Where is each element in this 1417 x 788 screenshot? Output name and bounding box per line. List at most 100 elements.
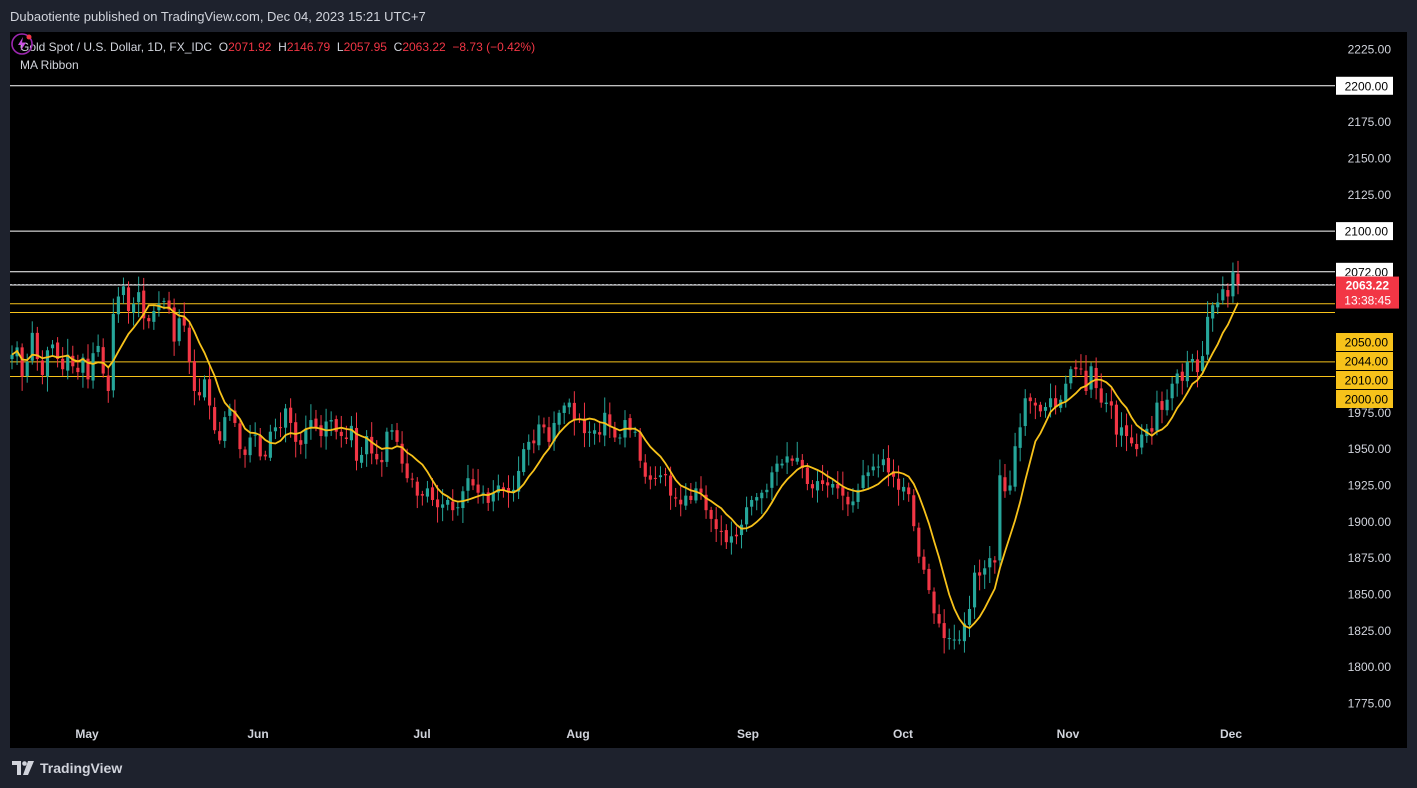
x-tick-label: May	[75, 727, 99, 741]
candle-body	[947, 638, 951, 640]
y-tick-label: 1925.00	[1348, 478, 1392, 492]
candle-body	[1226, 290, 1230, 297]
candle-body	[111, 313, 115, 391]
candle-body	[380, 459, 384, 463]
indicator-name[interactable]: MA Ribbon	[20, 58, 79, 72]
candle-body	[552, 422, 556, 442]
level-label: 2000.00	[1345, 393, 1389, 407]
x-tick-label: Aug	[566, 727, 589, 741]
candle-body	[598, 432, 602, 435]
candle-body	[1211, 305, 1215, 319]
level-label-box	[1336, 352, 1393, 370]
level-label: 2010.00	[1345, 374, 1389, 388]
high-value: 2146.79	[286, 40, 331, 54]
candle-body	[365, 436, 369, 455]
candle-body	[1069, 369, 1073, 384]
candle-body	[1195, 359, 1200, 373]
open-value: 2071.92	[228, 40, 272, 54]
candle-body	[283, 408, 288, 428]
x-tick-label: Dec	[1220, 727, 1242, 741]
x-tick-label: Jun	[247, 727, 268, 741]
candle-body	[50, 344, 55, 349]
candle-body	[891, 471, 896, 477]
candle-body	[339, 431, 343, 437]
candle-body	[790, 458, 794, 461]
candle-body	[821, 480, 825, 485]
candle-body	[218, 431, 222, 441]
candle-body	[1089, 366, 1093, 390]
candle-body	[137, 292, 141, 303]
candle-body	[344, 437, 348, 439]
candle-body	[56, 342, 60, 360]
candle-body	[633, 431, 637, 433]
candle-body	[907, 487, 911, 495]
candle-body	[1206, 316, 1210, 355]
x-tick-label: Jul	[413, 727, 430, 741]
candle-body	[937, 614, 941, 624]
candle-body	[902, 486, 906, 492]
close-label: C	[393, 40, 403, 54]
candle-body	[324, 421, 328, 437]
candle-body	[537, 424, 541, 446]
candle-body	[775, 463, 779, 472]
candle-body	[273, 427, 278, 432]
candle-body	[1180, 371, 1184, 381]
candle-body	[506, 487, 511, 493]
candle-body	[1043, 406, 1048, 411]
candle-body	[729, 536, 733, 543]
candle-body	[405, 463, 409, 479]
y-tick-label: 1775.00	[1348, 696, 1392, 710]
candle-body	[689, 495, 693, 500]
candle-body	[309, 420, 313, 429]
candle-body	[572, 402, 576, 421]
y-tick-label: 2175.00	[1348, 115, 1392, 129]
level-label: 2100.00	[1345, 225, 1389, 239]
candle-body	[147, 318, 151, 322]
candle-body	[66, 354, 70, 371]
candle-body	[669, 475, 673, 496]
candle-body	[886, 457, 891, 473]
level-label: 2200.00	[1345, 79, 1389, 93]
candle-body	[1109, 401, 1113, 406]
candle-body	[745, 507, 749, 525]
candle-body	[1190, 359, 1194, 363]
candle-body	[370, 436, 374, 454]
candle-body	[765, 489, 769, 493]
ma-ribbon-line	[11, 302, 1239, 630]
candle-body	[223, 417, 227, 442]
candle-body	[593, 430, 597, 434]
low-label: L	[336, 40, 344, 54]
candle-body	[831, 484, 835, 488]
candle-body	[334, 419, 338, 432]
candle-body	[714, 519, 718, 530]
candle-body	[542, 424, 546, 428]
tradingview-brand[interactable]: TradingView	[12, 760, 122, 776]
candle-body	[1200, 356, 1205, 372]
candle-body	[1175, 373, 1179, 384]
candle-body	[856, 489, 860, 502]
candle-body	[972, 572, 977, 608]
candle-body	[582, 418, 587, 434]
candle-body	[177, 318, 181, 342]
level-label: 2044.00	[1345, 355, 1389, 369]
price-chart[interactable]: 2225.00 2175.00 2150.00 2125.00 1975.00 1950.…	[10, 32, 1407, 748]
candle-body	[613, 427, 617, 438]
candle-body	[238, 423, 242, 450]
candle-body	[1221, 289, 1225, 301]
chart-area[interactable]: 2225.00 2175.00 2150.00 2125.00 1975.00 1950.…	[10, 32, 1407, 748]
candle-body	[1008, 485, 1012, 491]
candle-body	[1231, 271, 1235, 297]
candle-body	[132, 303, 136, 313]
candle-body	[1094, 367, 1098, 389]
candle-body	[385, 431, 389, 462]
candle-body	[268, 431, 272, 458]
candle-body	[663, 474, 668, 476]
lightning-icon[interactable]	[10, 32, 34, 56]
candle-body	[1084, 370, 1088, 391]
candle-body	[1135, 443, 1139, 450]
candle-body	[739, 524, 744, 536]
candle-body	[1150, 428, 1154, 432]
candle-body	[912, 495, 916, 527]
x-tick-label: Sep	[737, 727, 759, 741]
change-value: −8.73 (−0.42%)	[452, 40, 536, 54]
